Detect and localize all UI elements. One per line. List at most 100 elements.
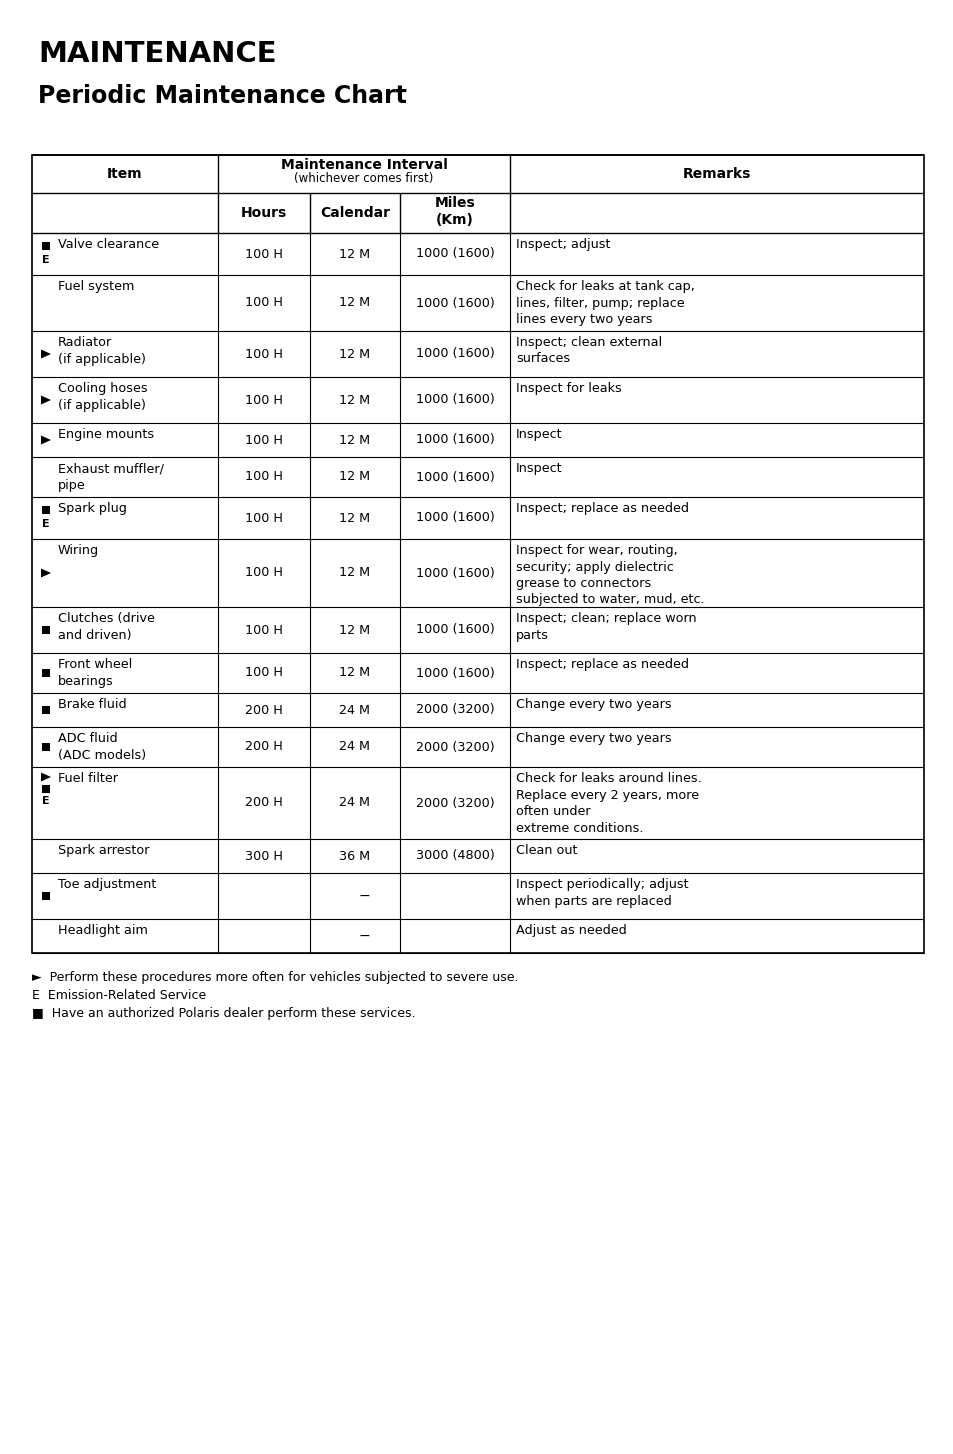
Text: Change every two years: Change every two years <box>516 698 671 711</box>
Text: 1000 (1600): 1000 (1600) <box>416 512 494 525</box>
Text: 100 H: 100 H <box>245 348 283 361</box>
Text: Toe adjustment: Toe adjustment <box>58 878 156 891</box>
Bar <box>32 156 923 952</box>
Text: −: − <box>357 929 370 944</box>
Text: Periodic Maintenance Chart: Periodic Maintenance Chart <box>38 84 406 108</box>
Text: Inspect; replace as needed: Inspect; replace as needed <box>516 502 688 515</box>
Text: 12 M: 12 M <box>339 471 370 484</box>
Text: 100 H: 100 H <box>245 512 283 525</box>
Text: ►  Perform these procedures more often for vehicles subjected to severe use.: ► Perform these procedures more often fo… <box>32 971 518 984</box>
Polygon shape <box>41 569 51 577</box>
Bar <box>42 627 50 634</box>
Text: Fuel system: Fuel system <box>58 281 134 294</box>
Text: 300 H: 300 H <box>245 849 283 862</box>
Text: ■  Have an authorized Polaris dealer perform these services.: ■ Have an authorized Polaris dealer perf… <box>32 1008 416 1021</box>
Text: 3000 (4800): 3000 (4800) <box>416 849 494 862</box>
Text: 36 M: 36 M <box>339 849 370 862</box>
Bar <box>42 785 50 792</box>
Text: E: E <box>42 795 50 806</box>
Text: 200 H: 200 H <box>245 740 283 753</box>
Text: 1000 (1600): 1000 (1600) <box>416 394 494 407</box>
Text: 12 M: 12 M <box>339 348 370 361</box>
Text: Item: Item <box>107 167 143 180</box>
Text: Change every two years: Change every two years <box>516 731 671 744</box>
Bar <box>42 891 50 900</box>
Text: Fuel filter: Fuel filter <box>58 772 118 785</box>
Text: 1000 (1600): 1000 (1600) <box>416 471 494 484</box>
Text: Check for leaks around lines.
Replace every 2 years, more
often under
extreme co: Check for leaks around lines. Replace ev… <box>516 772 701 835</box>
Text: E  Emission-Related Service: E Emission-Related Service <box>32 989 206 1002</box>
Text: Spark plug: Spark plug <box>58 502 127 515</box>
Text: 12 M: 12 M <box>339 433 370 446</box>
Text: MAINTENANCE: MAINTENANCE <box>38 41 276 68</box>
Text: 1000 (1600): 1000 (1600) <box>416 624 494 637</box>
Text: 24 M: 24 M <box>339 797 370 810</box>
Text: 12 M: 12 M <box>339 512 370 525</box>
Text: −: − <box>357 888 370 903</box>
Text: Hours: Hours <box>240 206 287 220</box>
Bar <box>42 707 50 714</box>
Text: 12 M: 12 M <box>339 297 370 310</box>
Text: Inspect: Inspect <box>516 462 562 475</box>
Text: Maintenance Interval: Maintenance Interval <box>280 158 447 172</box>
Text: 12 M: 12 M <box>339 394 370 407</box>
Text: Inspect: Inspect <box>516 427 562 441</box>
Text: Front wheel
bearings: Front wheel bearings <box>58 659 132 688</box>
Text: Inspect; clean external
surfaces: Inspect; clean external surfaces <box>516 336 661 365</box>
Text: E: E <box>42 519 50 529</box>
Text: 12 M: 12 M <box>339 666 370 679</box>
Text: 100 H: 100 H <box>245 247 283 260</box>
Text: 1000 (1600): 1000 (1600) <box>416 666 494 679</box>
Text: 12 M: 12 M <box>339 567 370 580</box>
Polygon shape <box>41 395 51 404</box>
Bar <box>42 669 50 678</box>
Polygon shape <box>41 436 51 445</box>
Text: Headlight aim: Headlight aim <box>58 923 148 936</box>
Text: Clean out: Clean out <box>516 843 577 856</box>
Text: 1000 (1600): 1000 (1600) <box>416 297 494 310</box>
Text: Check for leaks at tank cap,
lines, filter, pump; replace
lines every two years: Check for leaks at tank cap, lines, filt… <box>516 281 694 326</box>
Text: Radiator
(if applicable): Radiator (if applicable) <box>58 336 146 365</box>
Text: 1000 (1600): 1000 (1600) <box>416 567 494 580</box>
Text: 100 H: 100 H <box>245 666 283 679</box>
Text: 24 M: 24 M <box>339 740 370 753</box>
Text: 200 H: 200 H <box>245 797 283 810</box>
Text: Inspect; clean; replace worn
parts: Inspect; clean; replace worn parts <box>516 612 696 641</box>
Text: Calendar: Calendar <box>319 206 390 220</box>
Text: 1000 (1600): 1000 (1600) <box>416 247 494 260</box>
Bar <box>42 241 50 250</box>
Text: 1000 (1600): 1000 (1600) <box>416 433 494 446</box>
Bar <box>42 506 50 515</box>
Text: Inspect periodically; adjust
when parts are replaced: Inspect periodically; adjust when parts … <box>516 878 688 907</box>
Text: 100 H: 100 H <box>245 394 283 407</box>
Text: Inspect for leaks: Inspect for leaks <box>516 382 621 395</box>
Text: Exhaust muffler/
pipe: Exhaust muffler/ pipe <box>58 462 164 491</box>
Text: Spark arrestor: Spark arrestor <box>58 843 150 856</box>
Text: 200 H: 200 H <box>245 704 283 717</box>
Text: 100 H: 100 H <box>245 297 283 310</box>
Polygon shape <box>41 772 51 781</box>
Text: Remarks: Remarks <box>682 167 750 180</box>
Text: Inspect for wear, routing,
security; apply dielectric
grease to connectors
subje: Inspect for wear, routing, security; app… <box>516 544 704 606</box>
Polygon shape <box>41 349 51 359</box>
Text: 12 M: 12 M <box>339 247 370 260</box>
Bar <box>42 743 50 752</box>
Text: 2000 (3200): 2000 (3200) <box>416 704 494 717</box>
Text: 100 H: 100 H <box>245 433 283 446</box>
Text: Miles
(Km): Miles (Km) <box>435 196 475 227</box>
Text: Clutches (drive
and driven): Clutches (drive and driven) <box>58 612 154 641</box>
Text: 100 H: 100 H <box>245 624 283 637</box>
Text: Valve clearance: Valve clearance <box>58 238 159 252</box>
Text: 2000 (3200): 2000 (3200) <box>416 740 494 753</box>
Text: Brake fluid: Brake fluid <box>58 698 127 711</box>
Text: Engine mounts: Engine mounts <box>58 427 154 441</box>
Text: 100 H: 100 H <box>245 471 283 484</box>
Text: 12 M: 12 M <box>339 624 370 637</box>
Text: ADC fluid
(ADC models): ADC fluid (ADC models) <box>58 731 146 762</box>
Text: 100 H: 100 H <box>245 567 283 580</box>
Text: E: E <box>42 254 50 265</box>
Text: Inspect; replace as needed: Inspect; replace as needed <box>516 659 688 670</box>
Text: 1000 (1600): 1000 (1600) <box>416 348 494 361</box>
Text: Wiring: Wiring <box>58 544 99 557</box>
Text: Inspect; adjust: Inspect; adjust <box>516 238 610 252</box>
